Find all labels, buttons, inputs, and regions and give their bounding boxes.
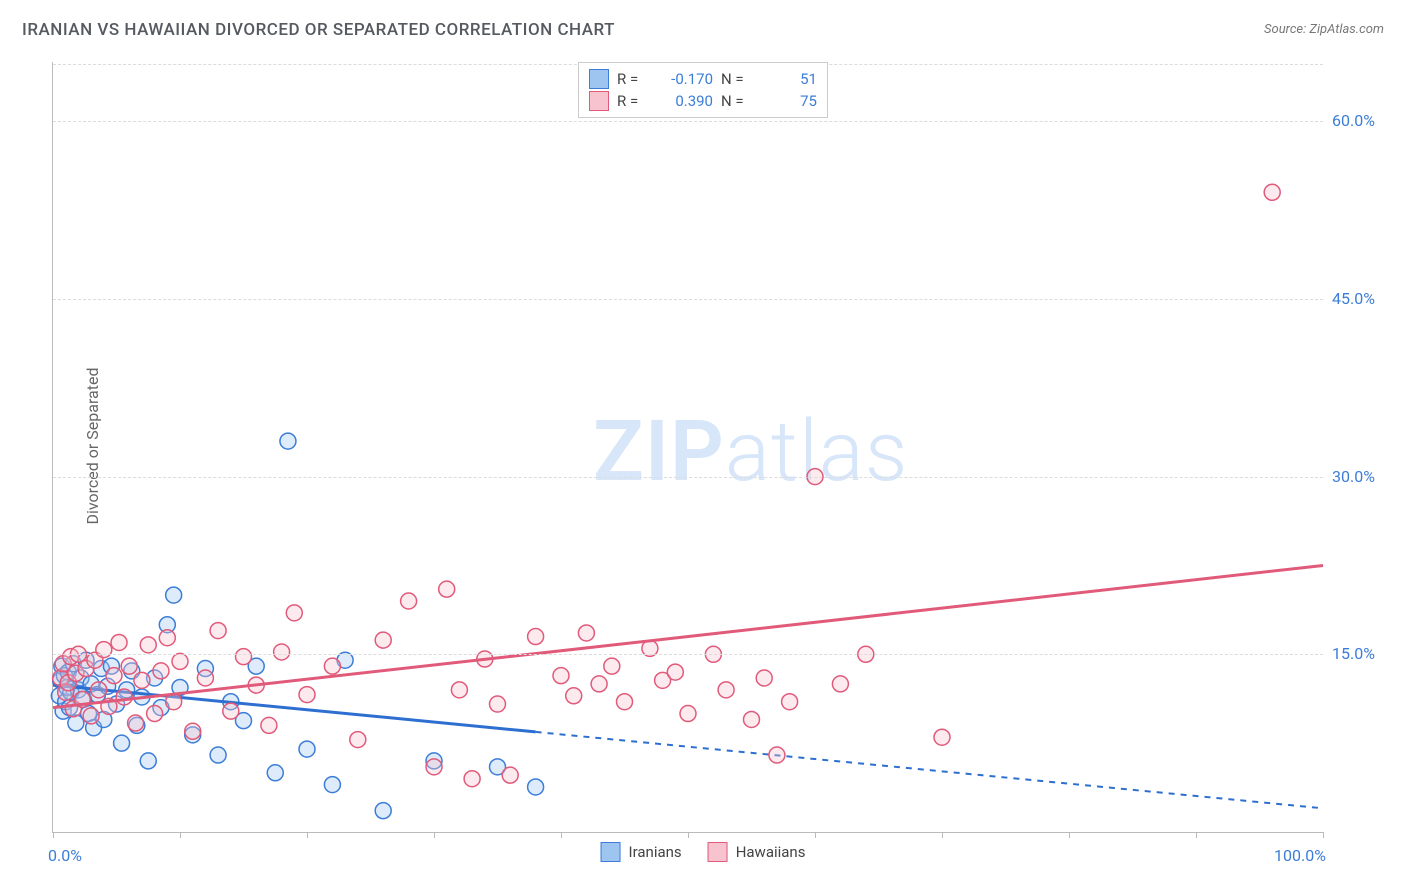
scatter-point xyxy=(210,747,226,763)
gridline xyxy=(53,477,1323,478)
scatter-point xyxy=(375,803,391,819)
x-tick xyxy=(688,832,689,838)
scatter-point xyxy=(299,741,315,757)
scatter-point xyxy=(934,729,950,745)
scatter-point xyxy=(375,632,391,648)
scatter-point xyxy=(528,779,544,795)
scatter-point xyxy=(1264,184,1280,200)
x-tick xyxy=(942,832,943,838)
swatch-hawaiians xyxy=(708,842,728,862)
x-tick xyxy=(561,832,562,838)
scatter-point xyxy=(578,625,594,641)
scatter-point xyxy=(134,672,150,688)
legend-row-hawaiians: R = 0.390 N = 75 xyxy=(589,91,817,111)
scatter-point xyxy=(267,765,283,781)
x-tick xyxy=(53,832,54,838)
scatter-point xyxy=(121,658,137,674)
scatter-point xyxy=(324,777,340,793)
scatter-point xyxy=(769,747,785,763)
regression-line-dashed xyxy=(536,732,1323,808)
scatter-point xyxy=(566,688,582,704)
scatter-point xyxy=(464,771,480,787)
scatter-point xyxy=(280,433,296,449)
scatter-point xyxy=(718,682,734,698)
x-tick xyxy=(180,832,181,838)
scatter-point xyxy=(116,689,132,705)
scatter-point xyxy=(756,670,772,686)
x-tick-label: 100.0% xyxy=(1274,846,1326,865)
scatter-point xyxy=(172,653,188,669)
scatter-point xyxy=(197,670,213,686)
scatter-point xyxy=(490,696,506,712)
scatter-point xyxy=(91,682,107,698)
legend-row-iranians: R = -0.170 N = 51 xyxy=(589,69,817,89)
x-tick xyxy=(1323,832,1324,838)
scatter-point xyxy=(166,587,182,603)
scatter-point xyxy=(140,637,156,653)
scatter-point xyxy=(286,605,302,621)
legend-item-hawaiians: Hawaiians xyxy=(708,842,806,862)
correlation-legend: R = -0.170 N = 51 R = 0.390 N = 75 xyxy=(578,62,828,118)
scatter-point xyxy=(128,715,144,731)
y-tick-label: 45.0% xyxy=(1332,289,1375,308)
scatter-point xyxy=(502,767,518,783)
scatter-point xyxy=(591,676,607,692)
scatter-point xyxy=(299,687,315,703)
scatter-point xyxy=(680,706,696,722)
legend-item-iranians: Iranians xyxy=(601,842,682,862)
scatter-point xyxy=(83,708,99,724)
chart-title: IRANIAN VS HAWAIIAN DIVORCED OR SEPARATE… xyxy=(22,20,615,40)
scatter-point xyxy=(401,593,417,609)
scatter-point xyxy=(439,581,455,597)
scatter-point xyxy=(210,623,226,639)
x-tick xyxy=(307,832,308,838)
y-tick-label: 15.0% xyxy=(1332,644,1375,663)
x-tick xyxy=(815,832,816,838)
x-tick xyxy=(1069,832,1070,838)
swatch-hawaiians xyxy=(589,91,609,111)
scatter-point xyxy=(159,630,175,646)
scatter-point xyxy=(617,694,633,710)
scatter-point xyxy=(832,676,848,692)
y-tick-label: 60.0% xyxy=(1332,111,1375,130)
scatter-point xyxy=(147,706,163,722)
scatter-point xyxy=(744,711,760,727)
scatter-point xyxy=(106,668,122,684)
regression-line xyxy=(53,565,1323,707)
chart-plot-area: ZIPatlas xyxy=(52,62,1323,833)
chart-svg xyxy=(53,62,1323,832)
x-tick-label: 0.0% xyxy=(48,846,82,865)
scatter-point xyxy=(604,658,620,674)
scatter-point xyxy=(114,735,130,751)
series-legend: Iranians Hawaiians xyxy=(601,842,806,862)
scatter-point xyxy=(261,717,277,733)
swatch-iranians xyxy=(601,842,621,862)
scatter-point xyxy=(451,682,467,698)
scatter-point xyxy=(274,644,290,660)
scatter-point xyxy=(140,753,156,769)
gridline xyxy=(53,654,1323,655)
scatter-point xyxy=(153,663,169,679)
x-tick xyxy=(434,832,435,838)
scatter-point xyxy=(528,629,544,645)
scatter-point xyxy=(185,723,201,739)
scatter-point xyxy=(782,694,798,710)
scatter-point xyxy=(350,732,366,748)
scatter-point xyxy=(324,658,340,674)
gridline xyxy=(53,299,1323,300)
scatter-point xyxy=(553,668,569,684)
scatter-point xyxy=(236,649,252,665)
scatter-point xyxy=(223,703,239,719)
x-tick xyxy=(1196,832,1197,838)
scatter-point xyxy=(111,634,127,650)
scatter-point xyxy=(667,664,683,680)
scatter-point xyxy=(426,759,442,775)
swatch-iranians xyxy=(589,69,609,89)
source-credit: Source: ZipAtlas.com xyxy=(1264,22,1384,37)
gridline xyxy=(53,121,1323,122)
y-tick-label: 30.0% xyxy=(1332,467,1375,486)
